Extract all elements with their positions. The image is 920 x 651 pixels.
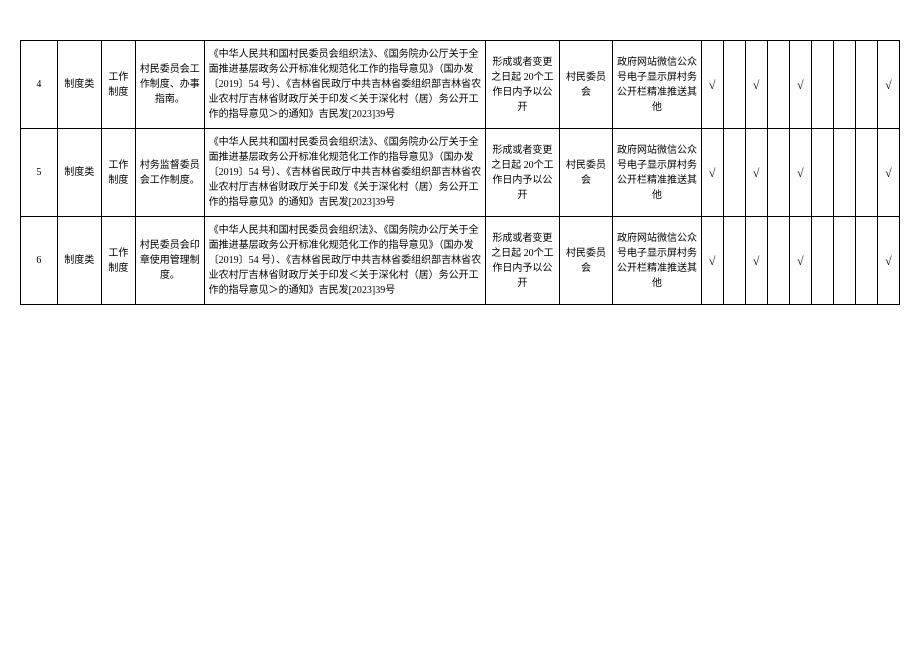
cell-timeframe: 形成或者变更之日起 20个工作日内予以公开	[486, 41, 559, 129]
cell-check	[767, 129, 789, 217]
cell-category1: 制度类	[57, 41, 101, 129]
cell-check	[723, 41, 745, 129]
cell-check	[855, 129, 877, 217]
cell-check: √	[789, 41, 811, 129]
cell-check: √	[877, 217, 899, 305]
cell-method: 政府网站微信公众号电子显示屏村务公开栏精准推送其他	[613, 129, 701, 217]
cell-subject: 村民委员会	[559, 41, 613, 129]
cell-category1: 制度类	[57, 217, 101, 305]
policy-table: 4 制度类 工作制度 村民委员会工作制度、办事指南。 《中华人民共和国村民委员会…	[20, 40, 900, 305]
cell-check	[855, 41, 877, 129]
cell-check	[833, 41, 855, 129]
cell-check	[723, 217, 745, 305]
cell-check	[811, 217, 833, 305]
table-row: 4 制度类 工作制度 村民委员会工作制度、办事指南。 《中华人民共和国村民委员会…	[21, 41, 900, 129]
cell-num: 6	[21, 217, 58, 305]
cell-basis: 《中华人民共和国村民委员会组织法》、《国务院办公厅关于全面推进基层政务公开标准化…	[204, 41, 486, 129]
cell-content: 村民委员会工作制度、办事指南。	[136, 41, 205, 129]
cell-check: √	[789, 129, 811, 217]
cell-basis: 《中华人民共和国村民委员会组织法》、《国务院办公厅关于全面推进基层政务公开标准化…	[204, 129, 486, 217]
cell-check: √	[745, 41, 767, 129]
cell-timeframe: 形成或者变更之日起 20个工作日内予以公开	[486, 217, 559, 305]
cell-check	[811, 129, 833, 217]
table-row: 5 制度类 工作制度 村务监督委员会工作制度。 《中华人民共和国村民委员会组织法…	[21, 129, 900, 217]
cell-check	[833, 129, 855, 217]
cell-check	[767, 41, 789, 129]
cell-check: √	[745, 217, 767, 305]
cell-content: 村务监督委员会工作制度。	[136, 129, 205, 217]
cell-content: 村民委员会印章使用管理制度。	[136, 217, 205, 305]
cell-check: √	[701, 217, 723, 305]
cell-check	[833, 217, 855, 305]
cell-num: 5	[21, 129, 58, 217]
cell-check	[811, 41, 833, 129]
cell-check: √	[789, 217, 811, 305]
cell-method: 政府网站微信公众号电子显示屏村务公开栏精准推送其他	[613, 217, 701, 305]
cell-basis: 《中华人民共和国村民委员会组织法》、《国务院办公厅关于全面推进基层政务公开标准化…	[204, 217, 486, 305]
cell-subject: 村民委员会	[559, 129, 613, 217]
cell-check	[767, 217, 789, 305]
cell-check: √	[701, 41, 723, 129]
cell-subject: 村民委员会	[559, 217, 613, 305]
cell-category1: 制度类	[57, 129, 101, 217]
cell-check: √	[745, 129, 767, 217]
cell-num: 4	[21, 41, 58, 129]
cell-category2: 工作制度	[101, 41, 135, 129]
cell-category2: 工作制度	[101, 129, 135, 217]
cell-category2: 工作制度	[101, 217, 135, 305]
cell-check	[855, 217, 877, 305]
table-body: 4 制度类 工作制度 村民委员会工作制度、办事指南。 《中华人民共和国村民委员会…	[21, 41, 900, 305]
cell-method: 政府网站微信公众号电子显示屏村务公开栏精准推送其他	[613, 41, 701, 129]
cell-check	[723, 129, 745, 217]
cell-check: √	[701, 129, 723, 217]
cell-check: √	[877, 129, 899, 217]
cell-timeframe: 形成或者变更之日起 20个工作日内予以公开	[486, 129, 559, 217]
table-row: 6 制度类 工作制度 村民委员会印章使用管理制度。 《中华人民共和国村民委员会组…	[21, 217, 900, 305]
cell-check: √	[877, 41, 899, 129]
